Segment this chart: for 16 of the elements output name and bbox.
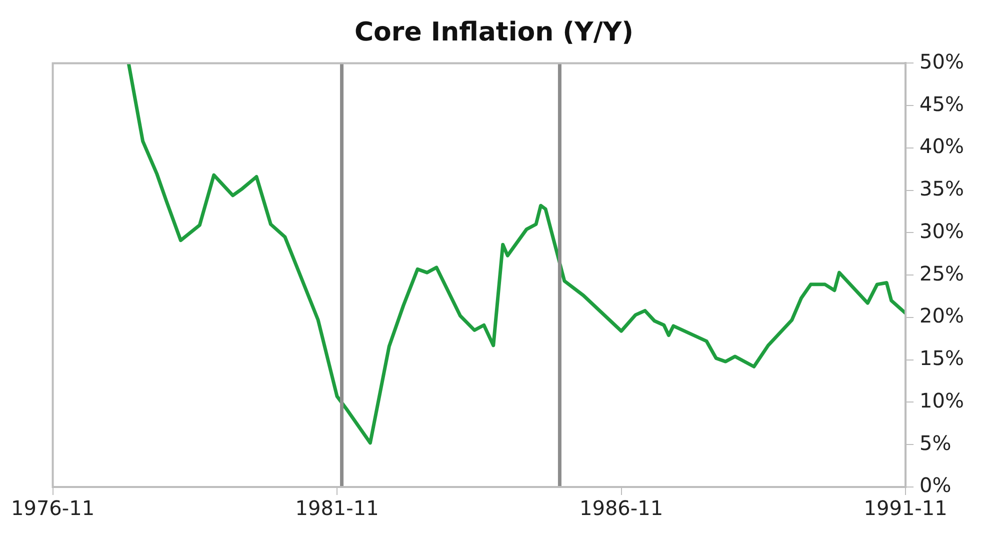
y-tick-label: 20%	[920, 304, 964, 328]
y-tick-label: 40%	[920, 134, 964, 158]
y-tick-label: 25%	[920, 261, 964, 286]
y-tick-label: 10%	[920, 388, 964, 412]
y-tick-label: 15%	[920, 346, 964, 370]
x-tick-label: 1976-11	[10, 496, 95, 520]
x-tick-label: 1986-11	[580, 496, 664, 520]
y-tick-label: 35%	[920, 176, 964, 201]
y-tick-label: 50%	[920, 49, 964, 74]
chart-title: Core Inflation (Y/Y)	[354, 17, 634, 48]
y-tick-label: 5%	[920, 430, 952, 455]
y-tick-label: 45%	[920, 92, 964, 116]
y-tick-label: 0%	[920, 473, 952, 498]
x-tick-label: 1991-11	[864, 496, 948, 520]
x-tick-label: 1981-11	[295, 496, 379, 520]
y-tick-label: 30%	[920, 218, 964, 243]
